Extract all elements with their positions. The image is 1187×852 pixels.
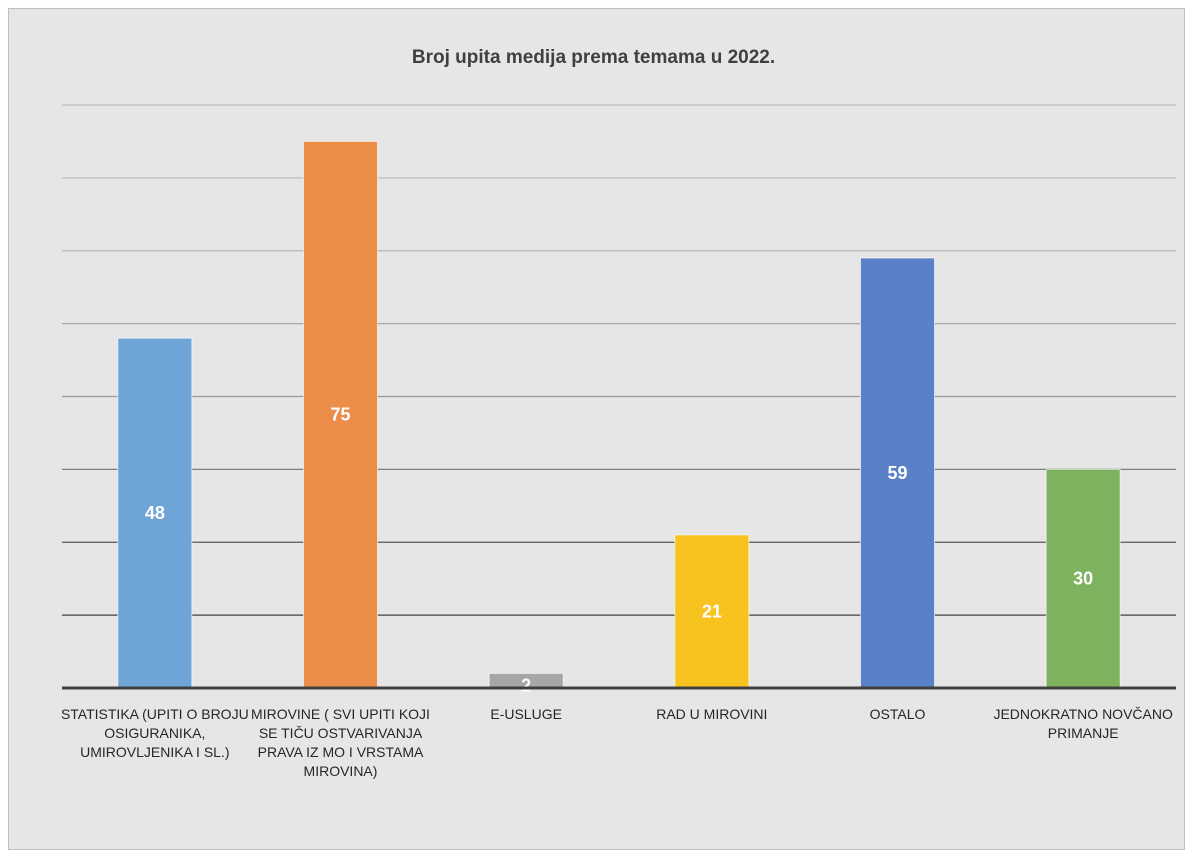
data-label: 59: [887, 463, 907, 483]
category-label: MIROVINE ( SVI UPITI KOJI SE TIČU OSTVAR…: [251, 706, 430, 779]
chart-title: Broj upita medija prema temama u 2022.: [411, 47, 776, 68]
category-label: E-USLUGE: [490, 706, 562, 722]
data-label: 30: [1073, 569, 1093, 589]
bar: [1045, 468, 1121, 689]
category-label: OSTALO: [869, 706, 926, 722]
chart-frame: [8, 8, 1185, 850]
bar: [303, 140, 378, 689]
category-label: JEDNOKRATNO NOVČANO PRIMANJE: [993, 706, 1173, 741]
category-label: RAD U MIROVINI: [656, 706, 768, 722]
data-label: 2: [521, 675, 531, 695]
bar: [860, 257, 935, 689]
data-label: 75: [330, 405, 350, 425]
data-label: 48: [145, 503, 165, 523]
category-label: STATISTIKA (UPITI O BROJU OSIGURANIKA, U…: [60, 706, 249, 760]
bar: [117, 337, 193, 689]
data-label: 21: [702, 601, 722, 621]
